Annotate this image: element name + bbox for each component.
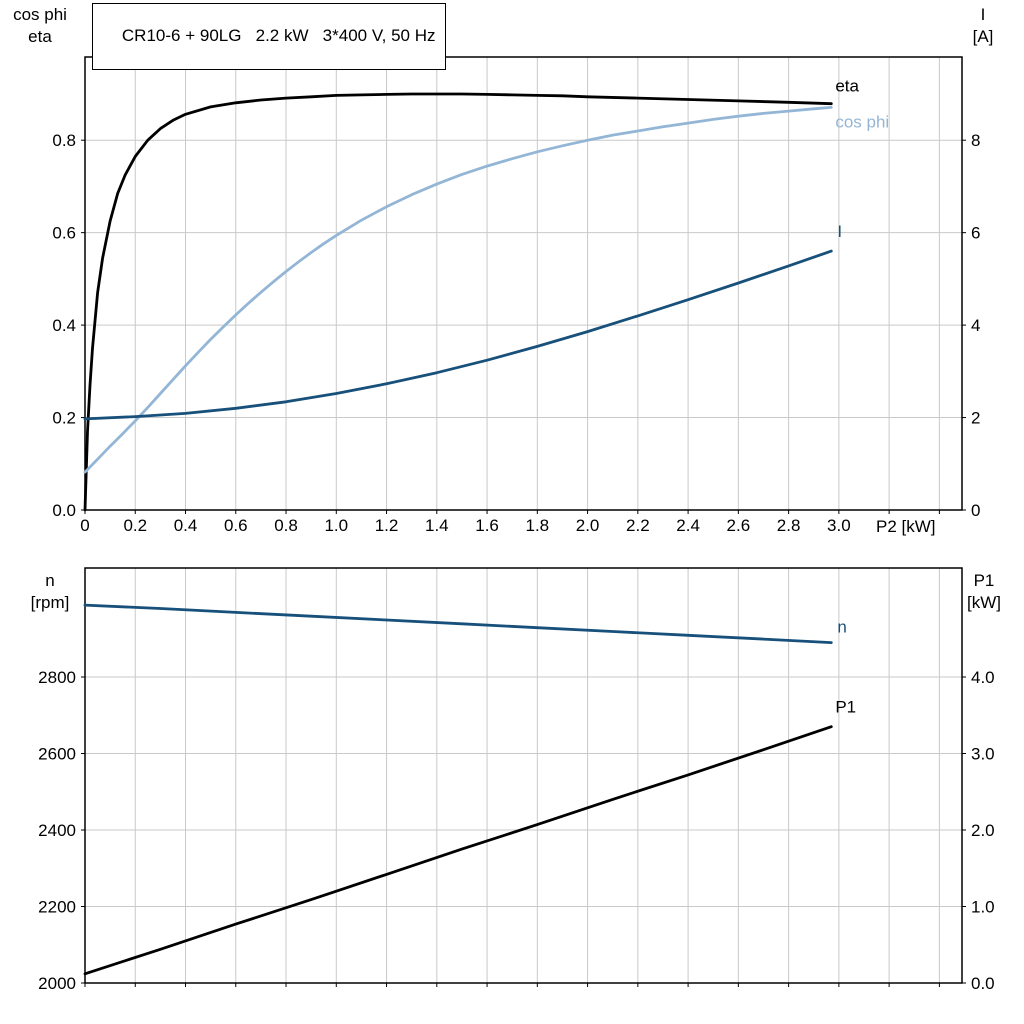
x-tick-label: 0 — [80, 516, 89, 535]
y-left-tick-label: 2400 — [38, 821, 76, 840]
eta-axis-label: eta — [28, 27, 52, 46]
y-left-tick-label: 2600 — [38, 745, 76, 764]
motor-efficiency-chart: 0 0.2 0.4 0.6 0.8 1.0 1.2 1.4 1.6 1.8 2.0 2.2 2.4 2.6… — [52, 56, 980, 535]
p1-axis-label: P1 — [973, 571, 995, 590]
x-tick-label: 2.6 — [727, 516, 751, 535]
y-left-tick-label: 2000 — [38, 974, 76, 993]
x-tick-label: 0.4 — [174, 516, 198, 535]
I-curve-label: I — [837, 222, 842, 241]
y-right-tick-label: 3.0 — [971, 745, 995, 764]
bottom-right-axis-title: P1 [kW] — [954, 570, 1014, 614]
P1-curve — [83, 725, 833, 976]
speed-axis-label: n — [45, 571, 55, 590]
y-left-tick-label: 0.6 — [52, 224, 76, 243]
y-right-tick-label: 0 — [971, 501, 980, 520]
x-tick-label: 0.6 — [224, 516, 248, 535]
cos-phi-curve-label: cos phi — [835, 112, 889, 131]
x-tick-label: 2.4 — [676, 516, 700, 535]
y-right-tick-label: 4 — [971, 316, 980, 335]
y-right-tick-label: 1.0 — [971, 898, 995, 917]
y-right-tick-label: 6 — [971, 224, 980, 243]
top-left-axis-title: cos phi eta — [4, 4, 76, 48]
y-left-tick-label: 0.8 — [52, 131, 76, 150]
y-left-tick-label: 0.4 — [52, 316, 76, 335]
I-curve — [83, 249, 833, 421]
top-right-axis-title: I [A] — [952, 4, 1014, 48]
x-tick-label: 2.0 — [576, 516, 600, 535]
P1-curve-label: P1 — [835, 698, 856, 717]
chart-title-box: CR10-6 + 90LG 2.2 kW 3*400 V, 50 Hz — [92, 3, 447, 70]
current-axis-label: I — [980, 5, 986, 24]
y-left-tick-label: 0.0 — [52, 501, 76, 520]
x-tick-label: 1.6 — [475, 516, 499, 535]
n-curve — [83, 603, 833, 644]
x-tick-label: 3.0 — [827, 516, 851, 535]
y-right-tick-label: 0.0 — [971, 974, 995, 993]
motor-speed-power-chart: 2000 2200 2400 2600 2800 0.0 1.0 2.0 3.0 4.0 n P1 — [38, 567, 995, 993]
y-left-tick-label: 2800 — [38, 668, 76, 687]
x-tick-label: 2.8 — [777, 516, 801, 535]
x-axis-label: P2 [kW] — [876, 517, 936, 536]
cos-phi-curve — [83, 106, 833, 474]
speed-unit-label: [rpm] — [30, 593, 70, 612]
x-tick-label: 0.2 — [123, 516, 147, 535]
y-right-tick-label: 4.0 — [971, 668, 995, 687]
bottom-left-axis-title: n [rpm] — [18, 570, 82, 614]
cos-phi-axis-label: cos phi — [13, 5, 67, 24]
eta-curve-label: eta — [835, 77, 859, 96]
x-tick-label: 2.2 — [626, 516, 650, 535]
y-left-tick-label: 2200 — [38, 898, 76, 917]
x-tick-label: 1.2 — [375, 516, 399, 535]
x-tick-label: 0.8 — [274, 516, 298, 535]
current-unit-label: [A] — [972, 27, 994, 46]
n-curve-label: n — [837, 618, 846, 637]
p1-unit-label: [kW] — [967, 593, 1001, 612]
y-left-tick-label: 0.2 — [52, 409, 76, 428]
x-tick-label: 1.8 — [526, 516, 550, 535]
x-tick-label: 1.0 — [324, 516, 348, 535]
y-right-tick-label: 2 — [971, 409, 980, 428]
y-right-tick-label: 8 — [971, 131, 980, 150]
x-tick-label: 1.4 — [425, 516, 449, 535]
plot-frame — [84, 567, 963, 984]
plot-frame — [84, 56, 963, 511]
eta-curve — [83, 92, 833, 512]
chart-title: CR10-6 + 90LG 2.2 kW 3*400 V, 50 Hz — [121, 26, 436, 45]
y-right-tick-label: 2.0 — [971, 821, 995, 840]
